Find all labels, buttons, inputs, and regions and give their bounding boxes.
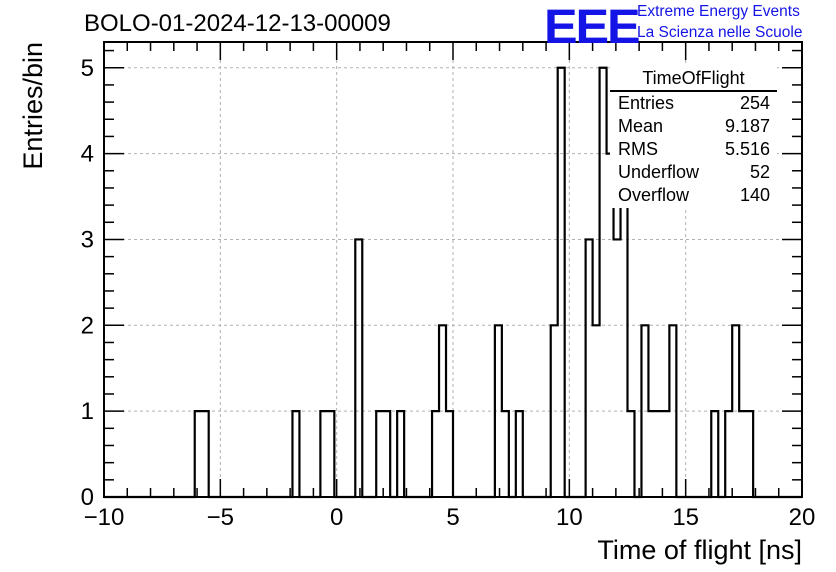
x-tick-label: 10 <box>556 504 583 531</box>
y-axis-label: Entries/bin <box>18 42 48 170</box>
chart-title: BOLO-01-2024-12-13-00009 <box>84 10 391 37</box>
stats-box: TimeOfFlight Entries 254 Mean 9.187 RMS … <box>610 66 777 208</box>
stats-row-mean: Mean 9.187 <box>618 116 770 139</box>
stats-label: RMS <box>618 139 658 159</box>
y-tick-label: 0 <box>81 484 94 511</box>
stats-value: 52 <box>749 162 770 182</box>
plot-frame <box>103 41 803 498</box>
x-axis-label: Time of flight [ns] <box>597 535 802 565</box>
y-tick-label: 4 <box>81 141 94 168</box>
logo-line-2: La Scienza nelle Scuole <box>637 24 803 41</box>
stats-row-overflow: Overflow 140 <box>618 185 770 208</box>
stats-label: Underflow <box>618 162 700 182</box>
stats-label: Entries <box>618 93 675 113</box>
y-tick-label: 1 <box>81 398 94 425</box>
stats-value: 5.516 <box>724 139 770 159</box>
x-tick-label: 15 <box>672 504 699 531</box>
stats-title: TimeOfFlight <box>642 68 745 88</box>
y-tick-label: 3 <box>81 226 94 253</box>
stats-divider <box>610 90 777 92</box>
x-tick-label: 5 <box>446 504 459 531</box>
x-tick-label: −10 <box>84 504 125 531</box>
stats-value: 140 <box>739 185 770 205</box>
stats-value: 9.187 <box>724 116 770 136</box>
stats-value: 254 <box>739 93 770 113</box>
stats-row-rms: RMS 5.516 <box>618 139 770 162</box>
eee-logo: EEE <box>544 1 641 54</box>
x-tick-label: 20 <box>789 504 816 531</box>
stats-row-underflow: Underflow 52 <box>618 162 770 185</box>
y-tick-label: 2 <box>81 312 94 339</box>
tick-labels: −10 −5 0 5 10 15 20 0 1 2 3 4 5 <box>81 55 816 531</box>
stats-label: Mean <box>618 116 664 136</box>
y-tick-label: 5 <box>81 55 94 82</box>
stats-row-entries: Entries 254 <box>618 93 770 116</box>
logo-line-1: Extreme Energy Events <box>637 3 800 20</box>
x-tick-label: 0 <box>330 504 343 531</box>
stats-label: Overflow <box>618 185 690 205</box>
x-tick-label: −5 <box>207 504 234 531</box>
